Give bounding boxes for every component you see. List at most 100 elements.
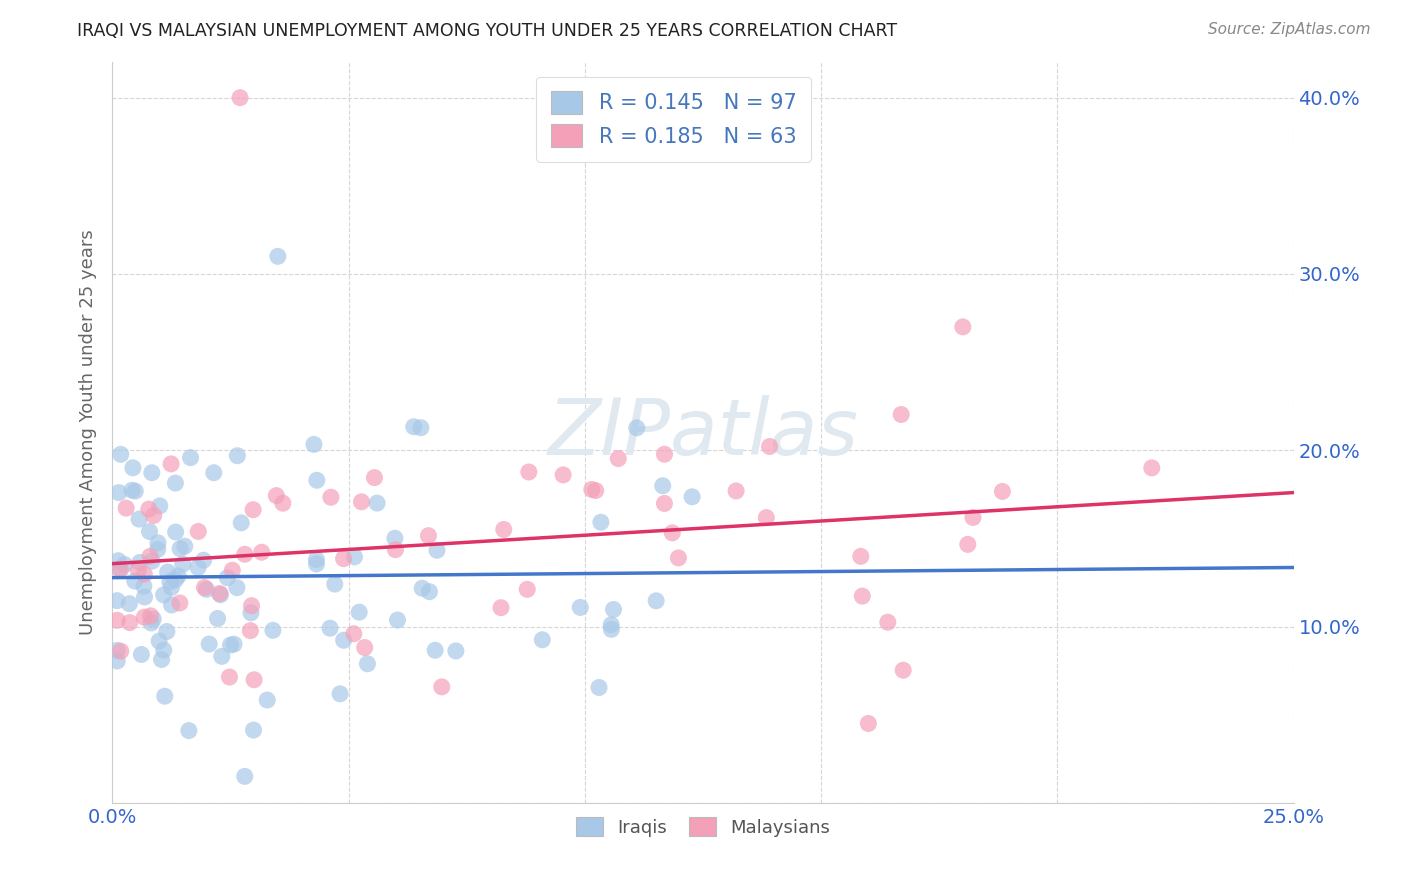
Point — [122, 460, 145, 475]
Point — [231, 516, 253, 530]
Point — [218, 670, 240, 684]
Point — [211, 649, 233, 664]
Point — [173, 539, 195, 553]
Point — [233, 547, 256, 561]
Point — [187, 524, 209, 539]
Point — [207, 611, 229, 625]
Point — [110, 644, 132, 658]
Point — [250, 545, 273, 559]
Point — [353, 640, 375, 655]
Point — [356, 657, 378, 671]
Point — [585, 483, 607, 498]
Point — [134, 610, 156, 624]
Point — [118, 615, 141, 630]
Text: ZIPatlas: ZIPatlas — [547, 394, 859, 471]
Point — [149, 499, 172, 513]
Point — [139, 549, 162, 564]
Point — [229, 91, 252, 105]
Point — [626, 421, 648, 435]
Point — [121, 483, 143, 498]
Point — [271, 496, 294, 510]
Point — [267, 249, 290, 263]
Point — [645, 594, 668, 608]
Point — [569, 600, 592, 615]
Point — [849, 549, 872, 564]
Point — [302, 437, 325, 451]
Point — [681, 490, 703, 504]
Point — [305, 552, 328, 566]
Y-axis label: Unemployment Among Youth under 25 years: Unemployment Among Youth under 25 years — [79, 230, 97, 635]
Point — [600, 617, 623, 632]
Point — [124, 574, 146, 588]
Point — [239, 606, 262, 620]
Point — [153, 689, 176, 703]
Point — [198, 637, 221, 651]
Point — [725, 483, 748, 498]
Point — [114, 558, 136, 572]
Point — [217, 571, 239, 585]
Point — [105, 593, 128, 607]
Point — [146, 542, 169, 557]
Point — [172, 558, 194, 572]
Point — [516, 582, 538, 597]
Point — [402, 419, 425, 434]
Point — [347, 605, 370, 619]
Point — [118, 597, 141, 611]
Point — [851, 589, 873, 603]
Legend: Iraqis, Malaysians: Iraqis, Malaysians — [567, 807, 839, 846]
Point — [142, 612, 165, 626]
Point — [160, 457, 183, 471]
Point — [343, 549, 366, 564]
Point — [553, 467, 575, 482]
Point — [150, 652, 173, 666]
Point — [755, 510, 778, 524]
Point — [418, 529, 440, 543]
Point — [142, 508, 165, 523]
Point — [384, 542, 406, 557]
Point — [651, 479, 673, 493]
Point — [654, 496, 676, 510]
Point — [169, 541, 191, 556]
Point — [107, 554, 129, 568]
Point — [239, 624, 262, 638]
Point — [226, 449, 249, 463]
Point — [134, 567, 156, 582]
Point — [891, 663, 914, 677]
Point — [222, 637, 245, 651]
Point — [208, 586, 231, 600]
Point — [266, 489, 288, 503]
Point — [489, 600, 512, 615]
Point — [132, 579, 155, 593]
Point — [152, 643, 174, 657]
Point — [654, 447, 676, 461]
Point — [138, 502, 160, 516]
Point — [152, 588, 174, 602]
Point — [668, 550, 690, 565]
Point — [305, 473, 328, 487]
Point — [169, 596, 191, 610]
Point — [305, 557, 328, 571]
Point — [1140, 461, 1163, 475]
Point — [329, 687, 352, 701]
Point — [426, 543, 449, 558]
Point — [187, 560, 209, 574]
Point — [165, 476, 187, 491]
Point — [758, 440, 780, 454]
Point — [600, 623, 623, 637]
Point — [146, 536, 169, 550]
Point — [195, 582, 218, 597]
Point — [141, 615, 163, 630]
Point — [890, 408, 912, 422]
Point — [165, 573, 187, 587]
Point — [180, 450, 202, 465]
Point — [411, 581, 433, 595]
Point — [589, 515, 612, 529]
Point — [517, 465, 540, 479]
Point — [131, 648, 153, 662]
Point — [952, 319, 974, 334]
Point — [159, 574, 181, 589]
Point — [160, 581, 183, 595]
Point — [262, 624, 284, 638]
Point — [366, 496, 388, 510]
Point — [332, 551, 354, 566]
